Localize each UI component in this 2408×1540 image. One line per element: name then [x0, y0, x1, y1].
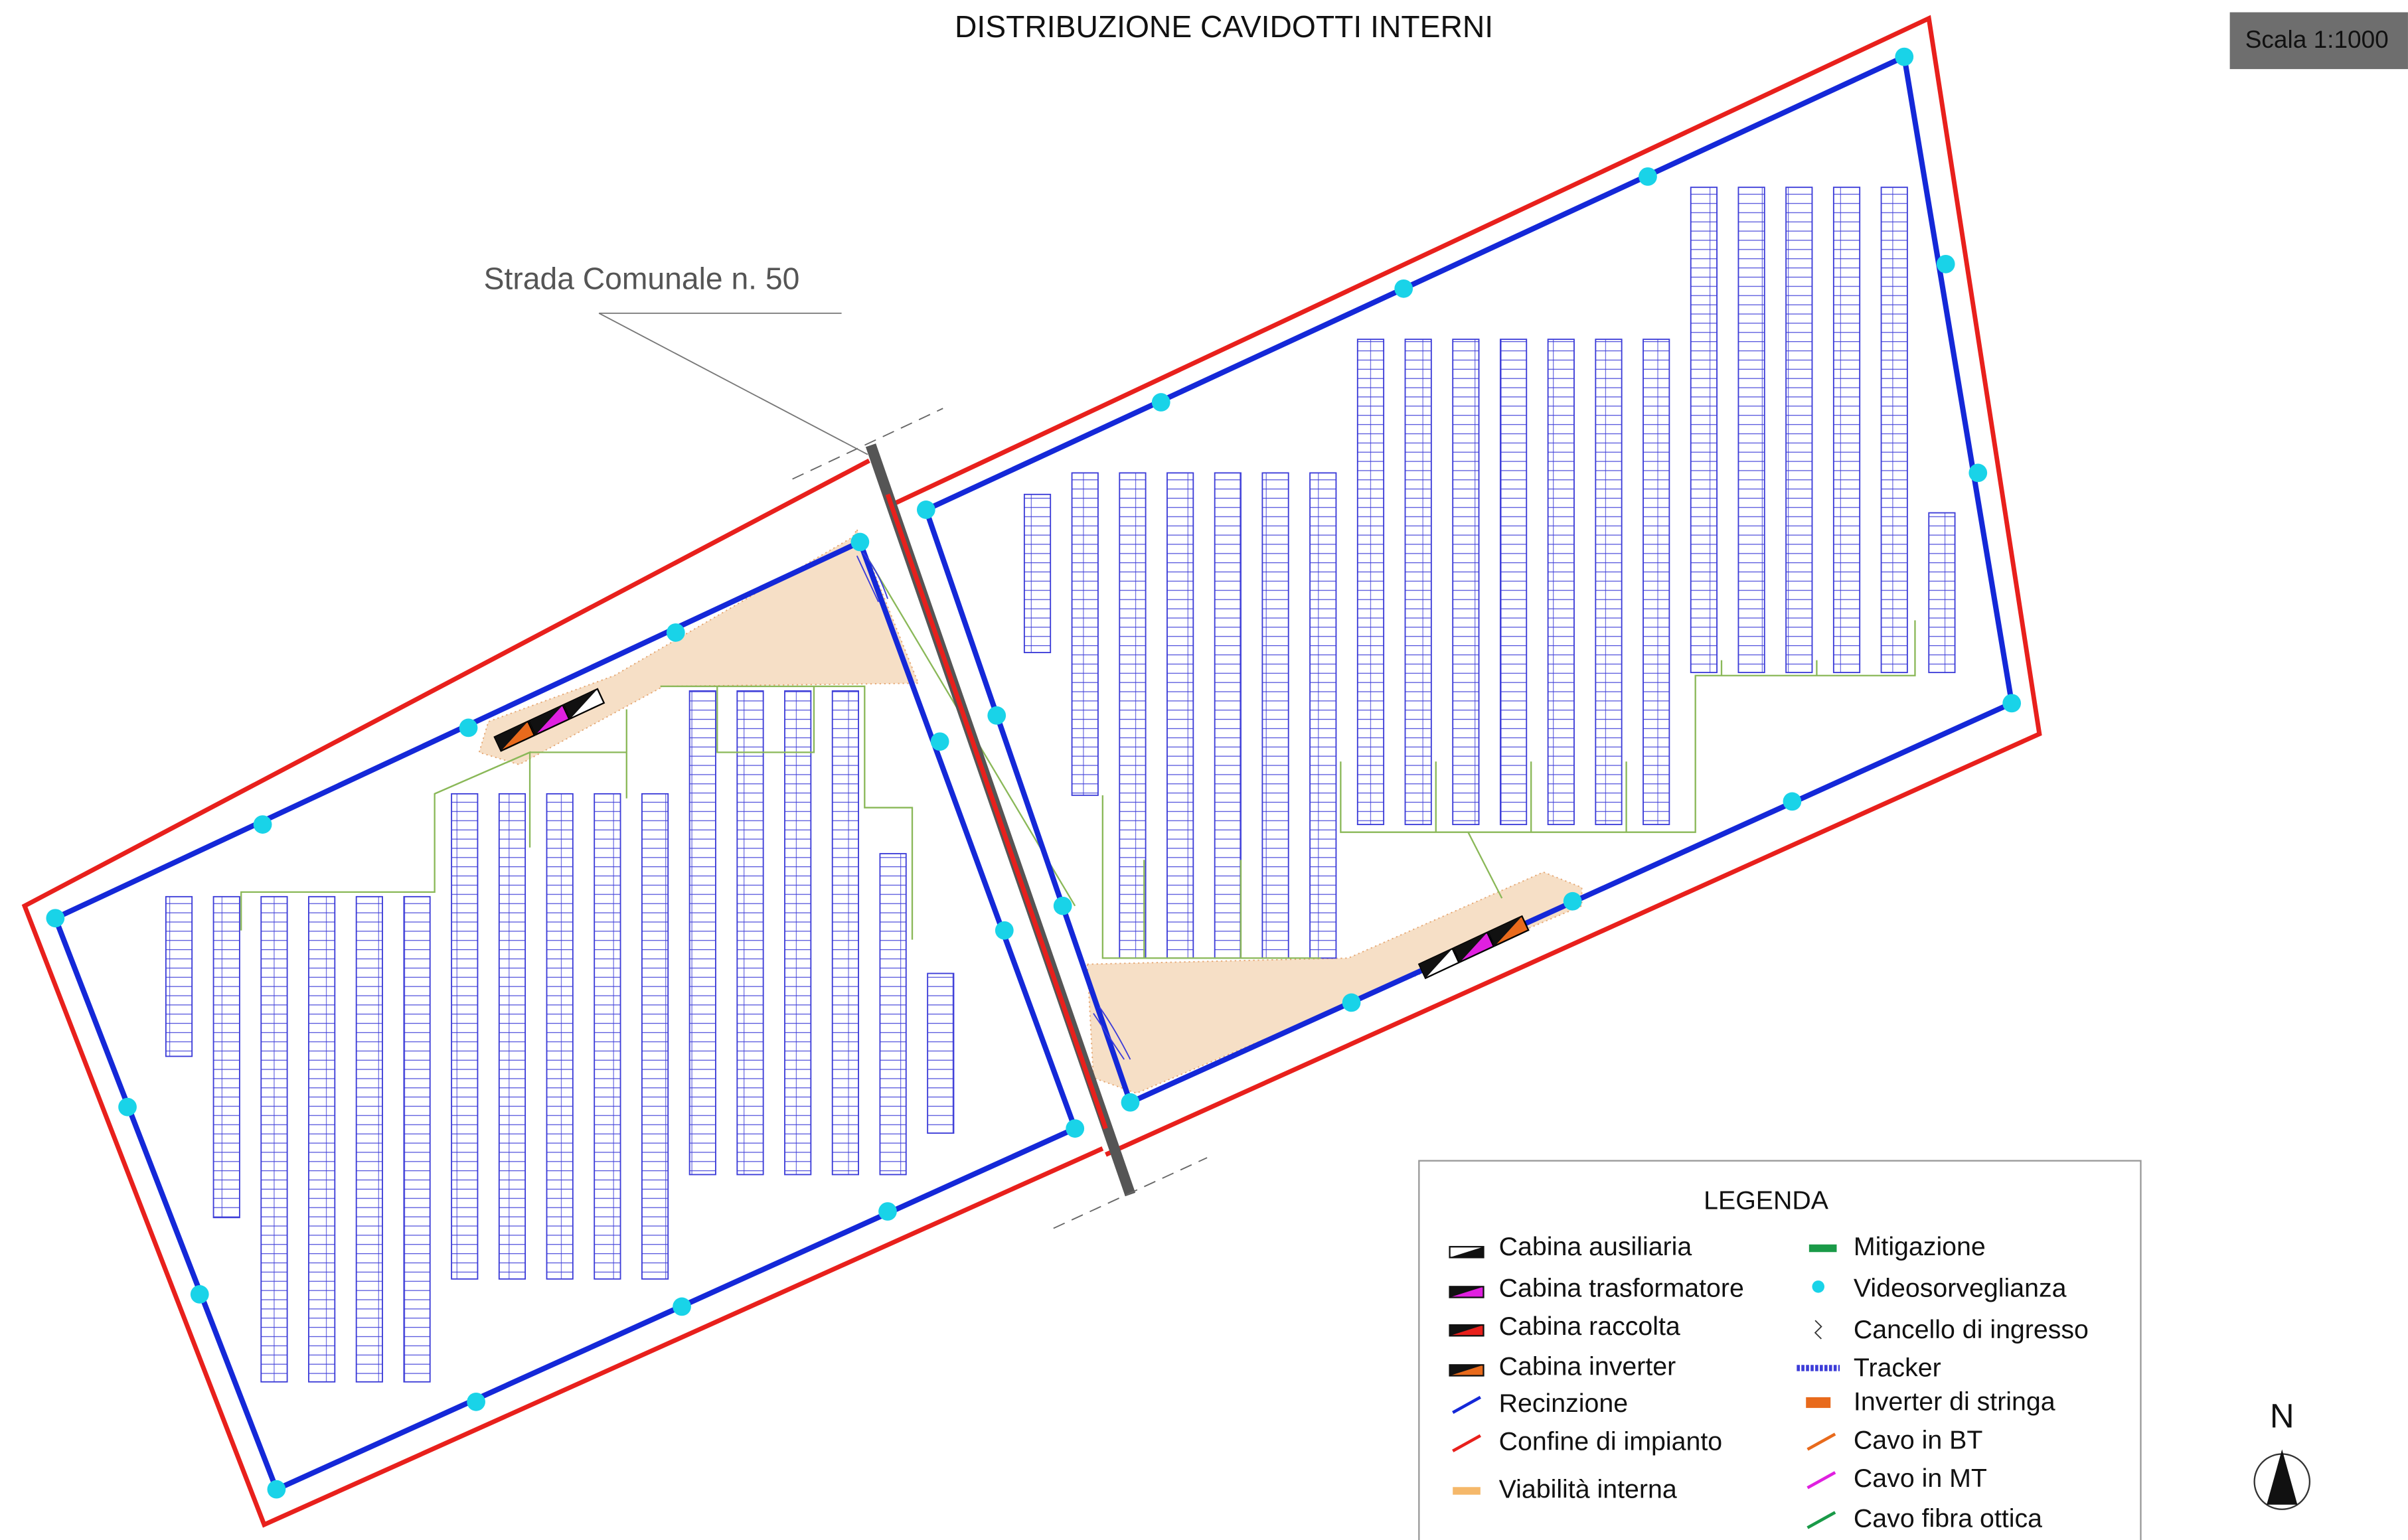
tracker	[1358, 339, 1384, 824]
tracker	[404, 897, 430, 1382]
tracker	[214, 897, 240, 1217]
tracker	[451, 794, 477, 1279]
tracker	[1500, 339, 1526, 824]
north-arrow: N	[2255, 1397, 2310, 1509]
camera	[673, 1298, 691, 1316]
camera	[191, 1285, 209, 1304]
camera	[931, 732, 949, 751]
tracker	[1738, 187, 1764, 672]
legend-item: Cabina inverter	[1499, 1351, 1676, 1381]
road-label: Strada Comunale n. 50	[484, 262, 800, 296]
tracker	[1405, 339, 1431, 824]
camera	[1342, 994, 1361, 1012]
page: {"title": "DISTRIBUZIONE CAVIDOTTI INTER…	[0, 0, 2408, 1540]
camera	[667, 623, 685, 642]
tracker	[737, 691, 763, 1175]
camera	[995, 921, 1014, 940]
legend-item: Cabina trasformatore	[1499, 1273, 1744, 1302]
tracker	[1929, 513, 1955, 673]
camera	[467, 1393, 485, 1411]
camera	[254, 815, 272, 834]
tracker	[642, 794, 668, 1279]
legend-title: LEGENDA	[1704, 1186, 1829, 1215]
tracker	[1595, 339, 1621, 824]
camera	[917, 501, 935, 519]
tracker	[690, 691, 716, 1175]
legend-item: Cancello di ingresso	[1854, 1315, 2089, 1344]
tracker	[1548, 339, 1574, 824]
legend-item: Cavo fibra ottica	[1854, 1503, 2042, 1533]
tracker	[1262, 473, 1288, 958]
camera	[1968, 464, 1987, 483]
camera	[46, 909, 64, 927]
legend-item: Inverter di stringa	[1854, 1387, 2055, 1417]
camera	[118, 1098, 137, 1116]
north-label: N	[2270, 1397, 2294, 1435]
camera	[1121, 1093, 1140, 1112]
legend-item: Confine di impianto	[1499, 1427, 1723, 1456]
camera	[1895, 48, 1913, 66]
camera	[459, 719, 478, 737]
tracker	[1167, 473, 1193, 958]
tracker	[547, 794, 573, 1279]
camera	[1783, 793, 1802, 811]
legend-item: Cavo in BT	[1854, 1425, 1982, 1454]
tracker	[1643, 339, 1669, 824]
legend-item: Tracker	[1854, 1353, 1941, 1383]
camera	[1394, 279, 1413, 298]
legend-item: Viabilità interna	[1499, 1474, 1677, 1503]
tracker	[309, 897, 335, 1382]
legend-item: Cavo in MT	[1854, 1464, 1987, 1493]
camera	[1937, 255, 1955, 273]
tracker	[833, 691, 858, 1175]
tracker	[1072, 473, 1098, 795]
tracker	[357, 897, 382, 1382]
legend-item: Mitigazione	[1854, 1232, 1986, 1261]
tracker	[1882, 187, 1907, 672]
camera	[1564, 892, 1582, 911]
tracker	[880, 854, 906, 1174]
camera	[850, 533, 869, 552]
tracker	[166, 897, 192, 1057]
tracker	[927, 973, 953, 1133]
camera	[878, 1202, 897, 1221]
camera	[2002, 694, 2021, 713]
tracker	[1691, 187, 1717, 672]
tracker	[1024, 495, 1050, 653]
legend-item: Cabina raccolta	[1499, 1312, 1680, 1341]
legend-item: Cabina ausiliaria	[1499, 1232, 1692, 1261]
camera	[1054, 897, 1072, 915]
tracker	[261, 897, 287, 1382]
camera	[987, 706, 1006, 725]
tracker	[785, 691, 811, 1175]
camera	[1066, 1119, 1084, 1138]
camera	[268, 1480, 286, 1499]
legend-item: Videosorveglianza	[1854, 1273, 2067, 1302]
tracker	[1310, 473, 1336, 958]
tracker	[1215, 473, 1241, 958]
title: DISTRIBUZIONE CAVIDOTTI INTERNI	[955, 9, 1493, 44]
tracker	[1834, 187, 1860, 672]
legend: LEGENDA Cabina ausiliaria Cabina trasform…	[1419, 1161, 2140, 1540]
legend-item: Recinzione	[1499, 1389, 1629, 1418]
camera	[1639, 167, 1657, 186]
tracker	[594, 794, 620, 1279]
scale: Scala 1:1000	[2245, 26, 2389, 53]
site-plan: DISTRIBUZIONE CAVIDOTTI INTERNI Scala 1:…	[0, 0, 2408, 1540]
tracker	[1453, 339, 1479, 824]
tracker	[499, 794, 525, 1279]
tracker	[1119, 473, 1145, 958]
tracker	[1786, 187, 1812, 672]
camera	[1152, 393, 1170, 412]
